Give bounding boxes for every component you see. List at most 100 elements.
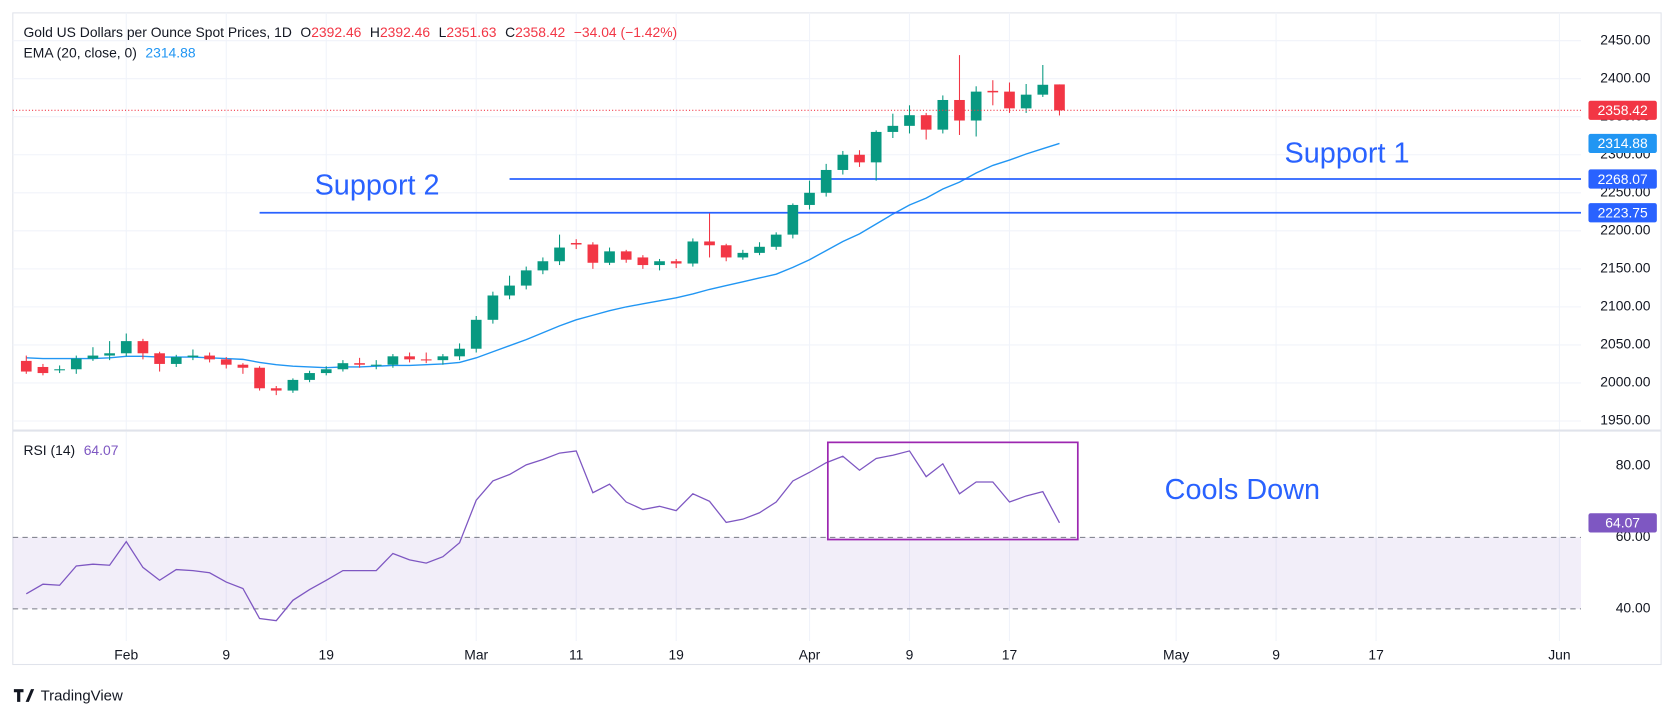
candle-body bbox=[787, 204, 799, 235]
candle-body bbox=[387, 356, 399, 365]
price-badge bbox=[1588, 513, 1657, 533]
price-badge bbox=[1588, 100, 1657, 120]
candle-body bbox=[587, 244, 599, 263]
x-tick-label: Apr bbox=[799, 647, 821, 663]
candle-body bbox=[1004, 91, 1015, 109]
candle-body bbox=[887, 125, 899, 132]
y-tick-label: 2200.00 bbox=[1600, 221, 1650, 237]
x-tick-label: May bbox=[1163, 647, 1189, 663]
rsi-legend: RSI (14) 64.07 bbox=[24, 442, 119, 458]
ohlc-value: 2392.46 bbox=[311, 24, 361, 40]
annotation-box bbox=[826, 441, 1079, 541]
y-tick-label: 2000.00 bbox=[1600, 374, 1650, 390]
candle-body bbox=[354, 363, 365, 365]
ohlc-key: L bbox=[439, 24, 447, 40]
ema-value: 2314.88 bbox=[145, 44, 195, 60]
price-badge-label: 2358.42 bbox=[1598, 102, 1648, 118]
ema-line bbox=[26, 142, 1060, 369]
brand-name: TradingView bbox=[41, 688, 123, 705]
logo-icon bbox=[13, 689, 35, 702]
candle-body bbox=[920, 115, 932, 130]
candle-body bbox=[287, 379, 299, 391]
candle-body bbox=[337, 363, 349, 370]
candle-body bbox=[470, 319, 482, 349]
price-badge-label: 2314.88 bbox=[1598, 135, 1648, 151]
candle-body bbox=[304, 373, 315, 380]
candle-body bbox=[37, 366, 49, 374]
candle-body bbox=[637, 257, 649, 266]
candle-body bbox=[504, 285, 515, 296]
candle-body bbox=[987, 90, 999, 93]
ohlc-value: 2392.46 bbox=[380, 24, 430, 40]
candle-body bbox=[754, 246, 765, 253]
candle-body bbox=[770, 234, 782, 247]
y-tick-label: 2050.00 bbox=[1600, 336, 1650, 352]
ohlc-key: H bbox=[370, 24, 380, 40]
price-badge bbox=[1588, 133, 1657, 154]
candle-body bbox=[87, 355, 99, 359]
candle-body bbox=[870, 131, 882, 163]
candle-body bbox=[837, 154, 849, 170]
candle-body bbox=[854, 154, 865, 163]
y-tick-label: 2400.00 bbox=[1600, 69, 1650, 85]
y-tick-label: 80.00 bbox=[1616, 457, 1651, 473]
candle-body bbox=[454, 348, 465, 357]
x-tick-label: 9 bbox=[222, 647, 230, 663]
candle-body bbox=[154, 353, 165, 364]
candle-body bbox=[1037, 84, 1049, 95]
ohlc-key: C bbox=[505, 24, 515, 40]
y-tick-label: 2450.00 bbox=[1600, 31, 1650, 47]
candle-body bbox=[420, 359, 432, 361]
rsi-value: 64.07 bbox=[84, 442, 119, 458]
x-tick-label: 9 bbox=[1272, 647, 1280, 663]
candle-body bbox=[187, 355, 199, 358]
candle-body bbox=[820, 169, 832, 193]
x-tick-label: Mar bbox=[464, 647, 488, 663]
candle-body bbox=[370, 364, 382, 366]
candle-body bbox=[20, 360, 32, 372]
x-tick-label: Jun bbox=[1548, 647, 1570, 663]
candle-body bbox=[204, 355, 215, 360]
price-badge-label: 2223.75 bbox=[1598, 204, 1648, 220]
ohlc-value: 2358.42 bbox=[515, 24, 565, 40]
chart-title: Gold US Dollars per Ounce Spot Prices, 1… bbox=[24, 24, 292, 40]
candle-body bbox=[520, 270, 532, 286]
candle-body bbox=[937, 99, 949, 130]
change: −34.04 (−1.42%) bbox=[574, 24, 677, 40]
candle-body bbox=[220, 359, 232, 365]
candle-body bbox=[954, 99, 965, 121]
x-tick-label: 17 bbox=[1002, 647, 1018, 663]
candle-body bbox=[437, 356, 449, 361]
candle-body bbox=[70, 358, 82, 370]
x-tick-label: 11 bbox=[569, 647, 584, 663]
candle-body bbox=[1020, 94, 1032, 109]
ema-name: EMA (20, close, 0) bbox=[24, 44, 137, 60]
rsi-band bbox=[12, 537, 1581, 609]
candle-body bbox=[904, 115, 915, 126]
y-tick-label: 2100.00 bbox=[1600, 298, 1650, 314]
candle-body bbox=[704, 241, 715, 246]
candle-body bbox=[270, 388, 282, 391]
candle-body bbox=[554, 247, 565, 262]
candle-body bbox=[254, 367, 265, 389]
candle-body bbox=[487, 295, 499, 320]
candle-body bbox=[737, 252, 749, 258]
x-tick-label: Feb bbox=[114, 647, 138, 663]
y-tick-label: 1950.00 bbox=[1600, 412, 1650, 428]
ohlc-key: O bbox=[300, 24, 311, 40]
candle-body bbox=[604, 251, 615, 263]
brand-logo: TradingView bbox=[13, 688, 123, 705]
price-badge bbox=[1588, 203, 1657, 223]
candle-body bbox=[320, 369, 332, 374]
y-tick-label: 40.00 bbox=[1616, 600, 1651, 616]
grid bbox=[12, 12, 1581, 642]
candle-body bbox=[1054, 84, 1065, 111]
y-tick-label: 2150.00 bbox=[1600, 260, 1650, 276]
candle-body bbox=[54, 369, 65, 371]
candle-body bbox=[670, 261, 682, 264]
x-tick-label: 19 bbox=[668, 647, 684, 663]
rsi-line bbox=[25, 450, 1061, 622]
price-badge-label: 2268.07 bbox=[1598, 171, 1648, 187]
price-badge-label: 64.07 bbox=[1605, 515, 1640, 531]
candle-body bbox=[120, 341, 132, 354]
